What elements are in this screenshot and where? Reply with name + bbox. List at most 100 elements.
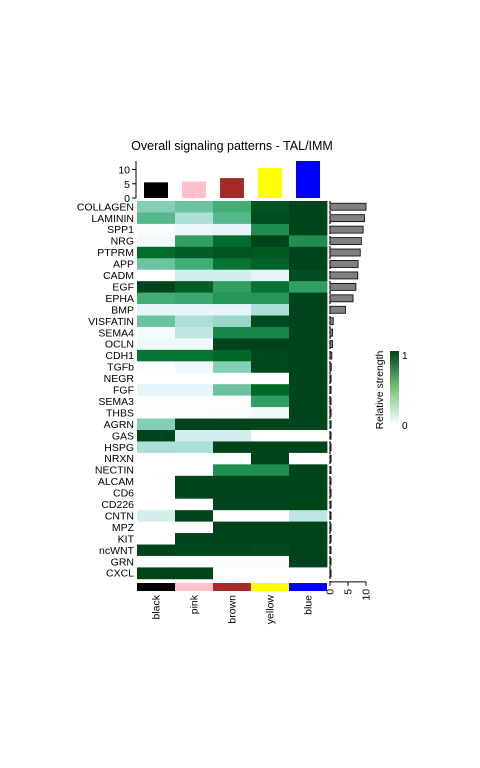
right-axis-tick-label: 10 bbox=[361, 589, 373, 601]
row-total-bar bbox=[329, 397, 332, 406]
row-total-bar bbox=[329, 202, 367, 211]
heatmap-cell bbox=[289, 418, 328, 431]
heatmap-cell bbox=[175, 498, 214, 511]
chart-title: Overall signaling patterns - TAL/IMM bbox=[131, 139, 333, 153]
heatmap-cell bbox=[251, 533, 290, 545]
heatmap-cell bbox=[137, 418, 176, 431]
heatmap-cell bbox=[251, 567, 290, 580]
heatmap-cell bbox=[175, 464, 214, 477]
row-label: CD6 bbox=[113, 488, 134, 500]
heatmap-cell bbox=[175, 269, 214, 282]
heatmap-cell bbox=[289, 235, 328, 248]
heatmap-cell bbox=[251, 464, 290, 477]
heatmap-cell bbox=[137, 441, 176, 454]
row-label: NRXN bbox=[104, 453, 134, 465]
heatmap-cell bbox=[289, 498, 328, 511]
heatmap-cell bbox=[213, 407, 252, 419]
heatmap-cell bbox=[137, 464, 176, 477]
row-total-bar bbox=[329, 546, 332, 555]
heatmap-cell bbox=[251, 372, 290, 385]
row-label: ALCAM bbox=[98, 476, 134, 488]
heatmap-cell bbox=[251, 395, 290, 408]
heatmap-cell bbox=[137, 326, 176, 339]
row-label: KIT bbox=[118, 533, 135, 545]
heatmap-cell bbox=[251, 475, 290, 488]
heatmap-cell bbox=[251, 384, 290, 397]
heatmap-cell bbox=[289, 533, 328, 545]
heatmap-cell bbox=[289, 269, 328, 282]
heatmap-cell bbox=[251, 235, 290, 248]
row-total-bar bbox=[329, 294, 354, 303]
column-color-bar bbox=[137, 583, 327, 591]
row-total-bar bbox=[329, 225, 364, 234]
row-label: CD226 bbox=[101, 499, 134, 511]
row-label: EPHA bbox=[105, 293, 134, 305]
heatmap-cell bbox=[175, 292, 214, 305]
row-total-bar bbox=[329, 511, 332, 520]
heatmap-cell bbox=[213, 223, 252, 236]
heatmap-cell bbox=[213, 292, 252, 305]
column-label: brown bbox=[227, 595, 239, 624]
heatmap-cell bbox=[213, 235, 252, 248]
heatmap-cell bbox=[175, 223, 214, 236]
heatmap-cell bbox=[213, 372, 252, 385]
heatmap-cell bbox=[213, 338, 252, 351]
row-label: SPP1 bbox=[107, 224, 134, 236]
heatmap-cell bbox=[289, 281, 328, 293]
heatmap-cell bbox=[137, 338, 176, 351]
heatmap-cell bbox=[251, 326, 290, 339]
heatmap-cell bbox=[289, 441, 328, 454]
row-total-bar bbox=[329, 408, 332, 417]
row-label: APP bbox=[113, 259, 134, 271]
heatmap-cell bbox=[137, 223, 176, 236]
heatmap-cell bbox=[137, 487, 176, 500]
heatmap-cell bbox=[251, 292, 290, 305]
heatmap-cell bbox=[289, 223, 328, 236]
heatmap-cell bbox=[137, 235, 176, 248]
heatmap-cell bbox=[251, 212, 290, 225]
heatmap-cell bbox=[289, 372, 328, 385]
heatmap-cell bbox=[251, 338, 290, 351]
column-total-bar bbox=[220, 178, 244, 198]
heatmap-cell bbox=[213, 544, 252, 557]
heatmap-body bbox=[137, 201, 328, 580]
row-label: AGRN bbox=[104, 419, 134, 431]
heatmap-cell bbox=[175, 555, 214, 568]
heatmap-cell bbox=[251, 555, 290, 568]
row-total-bar bbox=[329, 569, 332, 578]
row-label: EGF bbox=[112, 281, 134, 293]
heatmap-cell bbox=[251, 498, 290, 511]
row-total-bar bbox=[329, 271, 359, 280]
heatmap-cell bbox=[175, 567, 214, 580]
heatmap-cell bbox=[137, 567, 176, 580]
row-label: THBS bbox=[106, 407, 134, 419]
legend-title: Relative strength bbox=[374, 350, 386, 429]
row-label: CXCL bbox=[106, 568, 134, 580]
column-total-bar bbox=[144, 182, 168, 198]
legend-gradient bbox=[390, 351, 399, 425]
heatmap-cell bbox=[175, 510, 214, 522]
heatmap-cell bbox=[137, 555, 176, 568]
heatmap-cell bbox=[251, 269, 290, 282]
heatmap-cell bbox=[213, 395, 252, 408]
heatmap-cell bbox=[137, 395, 176, 408]
row-total-bar bbox=[329, 443, 332, 452]
row-label: NECTIN bbox=[95, 465, 134, 477]
heatmap-cell bbox=[137, 292, 176, 305]
row-label: NRG bbox=[111, 236, 134, 248]
heatmap-cell bbox=[175, 475, 214, 488]
row-label: NEGR bbox=[104, 373, 135, 385]
heatmap-cell bbox=[289, 304, 328, 316]
heatmap-cell bbox=[213, 498, 252, 511]
row-label: SEMA3 bbox=[98, 396, 134, 408]
heatmap-cell bbox=[289, 315, 328, 328]
row-total-bar bbox=[329, 420, 332, 429]
heatmap-cell bbox=[213, 464, 252, 477]
heatmap-cell bbox=[175, 315, 214, 328]
heatmap-cell bbox=[213, 201, 252, 213]
heatmap-cell bbox=[251, 544, 290, 557]
row-total-bar bbox=[329, 248, 361, 257]
heatmap-cell bbox=[175, 201, 214, 213]
row-total-bar bbox=[329, 523, 332, 532]
heatmap-cell bbox=[175, 349, 214, 362]
